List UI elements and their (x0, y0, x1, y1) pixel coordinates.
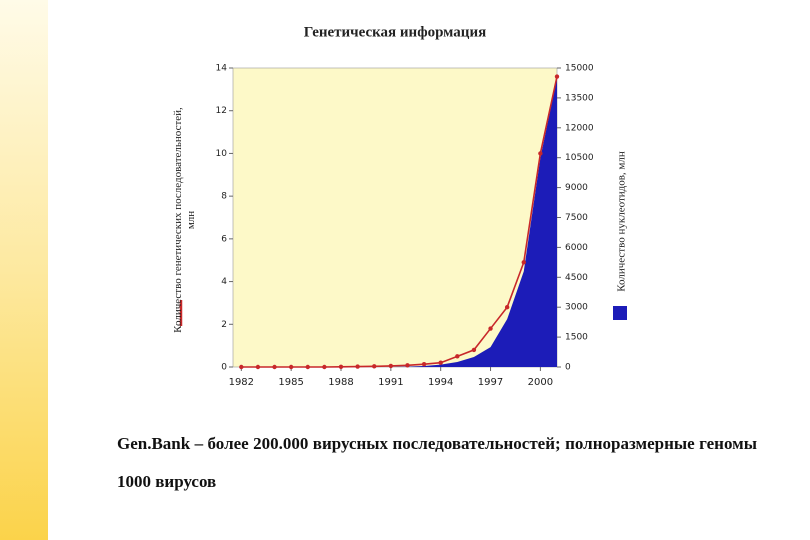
point (322, 364, 327, 370)
point (421, 362, 427, 367)
x-tick-label: 2000 (528, 377, 553, 388)
x-tick-label: 1997 (478, 377, 503, 388)
y2-tick-label: 0 (565, 363, 571, 373)
caption: Gen.Bank – более 200.000 вирусных послед… (117, 434, 757, 491)
point (372, 364, 377, 369)
y2-tick-label: 12000 (565, 123, 594, 133)
plot-area (232, 67, 558, 368)
point (255, 364, 261, 370)
x-tick-label: 1991 (378, 377, 403, 388)
point (521, 260, 526, 265)
y-tick-label: 10 (216, 149, 228, 159)
point (388, 363, 394, 369)
point (355, 364, 360, 369)
point (405, 363, 410, 368)
point (471, 347, 477, 353)
y-tick-label: 12 (216, 106, 227, 116)
y-tick-label: 8 (221, 192, 227, 202)
y-tick-label: 14 (216, 64, 228, 74)
x-tick-label: 1982 (229, 377, 254, 388)
x-tick-label: 1994 (428, 377, 453, 388)
line (241, 76, 558, 368)
y-tick-label: 4 (221, 277, 227, 287)
point (455, 354, 460, 359)
y2-tick-label: 15000 (565, 64, 594, 74)
chart-title: Генетическая информация (304, 24, 486, 40)
y2-tick-label: 10500 (565, 153, 594, 163)
point (239, 364, 244, 370)
point (305, 364, 310, 370)
y2-tick-label: 4500 (565, 273, 588, 283)
x-tick-label: 1985 (278, 377, 303, 388)
y-tick-label: 2 (221, 320, 227, 330)
point (438, 360, 443, 365)
legend-label: Количество нуклеотидов, млн (615, 151, 628, 292)
legend-label: Количество генетических последовательнос… (172, 107, 197, 333)
point (504, 305, 510, 310)
y-tick-label: 0 (221, 363, 227, 373)
point (538, 151, 543, 156)
point (288, 364, 294, 370)
y2-tick-label: 3000 (565, 303, 588, 313)
decor-stripe (0, 0, 48, 540)
point (554, 74, 560, 79)
y2-tick-label: 6000 (565, 243, 588, 253)
area (241, 77, 558, 367)
point (338, 364, 344, 369)
y2-tick-label: 7500 (565, 213, 588, 223)
y2-tick-label: 1500 (565, 333, 588, 343)
x-tick-label: 1988 (328, 377, 353, 388)
y-tick-label: 6 (221, 234, 227, 244)
y2-tick-label: 9000 (565, 183, 588, 193)
y2-tick-label: 13500 (565, 93, 594, 103)
point (272, 364, 277, 370)
legend-marker (613, 306, 627, 320)
point (488, 326, 493, 331)
